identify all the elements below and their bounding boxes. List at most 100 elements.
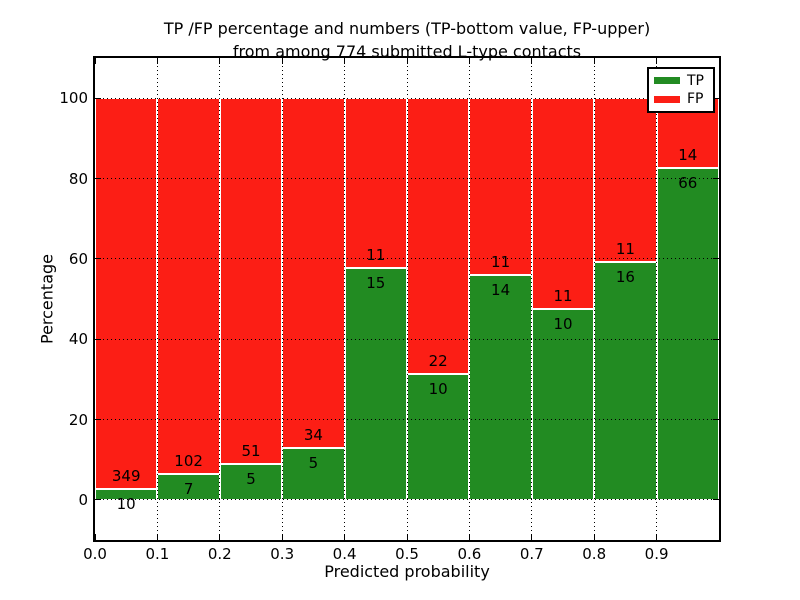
bar-count-label-fp: 14 (678, 146, 698, 165)
x-tick-label: 0.7 (519, 545, 544, 563)
bar-count-label-tp: 10 (116, 494, 136, 513)
x-tick-label: 0.2 (207, 545, 232, 563)
bar-count-label-fp: 349 (111, 466, 141, 485)
plot-area: 349 10 102 7 51 5 34 5 11 15 22 10 11 14 11 10 11 16 14 66 (94, 58, 719, 540)
x-tick-label: 0.4 (332, 545, 357, 563)
gridline-x (593, 58, 595, 540)
y-tick-mark (95, 258, 101, 260)
x-tick-label: 0.1 (145, 545, 170, 563)
legend-swatch-tp (654, 77, 680, 85)
bar-segment-tp (344, 268, 407, 500)
legend-label-tp: TP (687, 72, 704, 89)
x-tick-mark (281, 534, 283, 540)
x-tick-mark (344, 534, 346, 540)
bar-segment-fp (344, 98, 407, 269)
bar-count-label-tp: 5 (246, 469, 256, 488)
bar-count-label-tp: 14 (491, 280, 511, 299)
bar-segment-tp (95, 488, 158, 500)
bar-segment-tp (157, 474, 220, 500)
gridline-x (344, 58, 346, 540)
y-tick-mark (713, 97, 719, 99)
legend-swatch-fp (654, 95, 680, 103)
bar-count-label-fp: 11 (553, 286, 573, 305)
bar-count-label-tp: 7 (183, 480, 194, 499)
bar-count-label-fp: 11 (491, 252, 511, 271)
x-tick-label: 0.9 (644, 545, 669, 563)
y-tick-label: 40 (68, 330, 88, 349)
x-tick-mark (156, 58, 158, 64)
bar-segment-fp (282, 98, 345, 449)
gridline-y (95, 97, 719, 99)
bar-count-label-tp: 5 (308, 454, 319, 473)
gridline-y (95, 338, 719, 340)
bar-segment-tp (656, 168, 719, 500)
gridline-x (219, 58, 221, 540)
x-tick-label: 0.3 (270, 545, 295, 563)
bar-count-label-fp: 34 (303, 426, 323, 445)
bar-count-label-tp: 16 (615, 267, 635, 286)
y-tick-label: 80 (68, 169, 88, 188)
x-tick-mark (94, 534, 96, 540)
gridline-x (156, 58, 158, 540)
bar-count-label-tp: 66 (678, 174, 698, 193)
legend-label-fp: FP (687, 91, 704, 108)
x-tick-mark (468, 58, 470, 64)
bar-segment-fp (469, 98, 532, 275)
x-tick-mark (406, 58, 408, 64)
x-tick-mark (656, 534, 658, 540)
legend-row-tp: TP (654, 74, 713, 88)
y-tick-mark (713, 419, 719, 420)
bar-count-label-fp: 22 (428, 352, 448, 371)
bar-count-label-fp: 11 (366, 246, 386, 265)
bar-segment-fp (594, 98, 657, 262)
y-tick-mark (95, 178, 101, 179)
bar-count-label-tp: 15 (366, 274, 386, 293)
y-tick-mark (95, 97, 101, 99)
y-tick-mark (95, 419, 101, 420)
x-tick-mark (406, 534, 408, 540)
gridline-y (95, 178, 719, 179)
bar-segment-fp (157, 98, 220, 475)
bar-segment-tp (594, 261, 657, 500)
gridline-y (95, 419, 719, 420)
y-tick-mark (713, 499, 719, 501)
bar-segment-fp (407, 98, 470, 375)
x-tick-mark (219, 58, 221, 64)
x-tick-mark (656, 58, 658, 64)
x-tick-mark (94, 58, 96, 64)
x-tick-mark (281, 58, 283, 64)
x-tick-label: 0.6 (457, 545, 482, 563)
bar-count-label-tp: 10 (428, 380, 448, 399)
bar-count-label-tp: 10 (553, 314, 573, 333)
y-tick-mark (713, 178, 719, 179)
x-tick-mark (219, 534, 221, 540)
gridline-x (531, 58, 533, 540)
bar-segment-tp (219, 463, 283, 500)
y-tick-mark (95, 499, 101, 501)
bar-segment-tp (469, 274, 532, 500)
y-tick-mark (713, 338, 719, 340)
bar-count-label-fp: 51 (241, 441, 261, 460)
x-tick-label: 0.0 (83, 545, 107, 563)
bar-count-label-fp: 11 (615, 239, 635, 258)
x-tick-mark (468, 534, 470, 540)
y-tick-mark (95, 338, 101, 340)
x-tick-mark (531, 534, 533, 540)
gridline-x (656, 58, 658, 540)
x-tick-label: 0.5 (395, 545, 419, 563)
gridline-x (406, 58, 408, 540)
bar-segment-tp (282, 448, 345, 500)
gridline-y (95, 258, 719, 260)
legend: TP FP (647, 67, 715, 113)
chart-title: TP /FP percentage and numbers (TP-bottom… (95, 17, 719, 63)
bar-segment-fp (95, 98, 158, 489)
legend-row-fp: FP (654, 92, 713, 106)
x-tick-mark (156, 534, 158, 540)
x-tick-mark (531, 58, 533, 64)
y-tick-mark (713, 258, 719, 260)
chart-title-line1: TP /FP percentage and numbers (TP-bottom… (163, 19, 651, 38)
bar-segment-tp (407, 374, 470, 500)
gridline-x (468, 58, 470, 540)
bar-segment-tp (531, 308, 595, 500)
